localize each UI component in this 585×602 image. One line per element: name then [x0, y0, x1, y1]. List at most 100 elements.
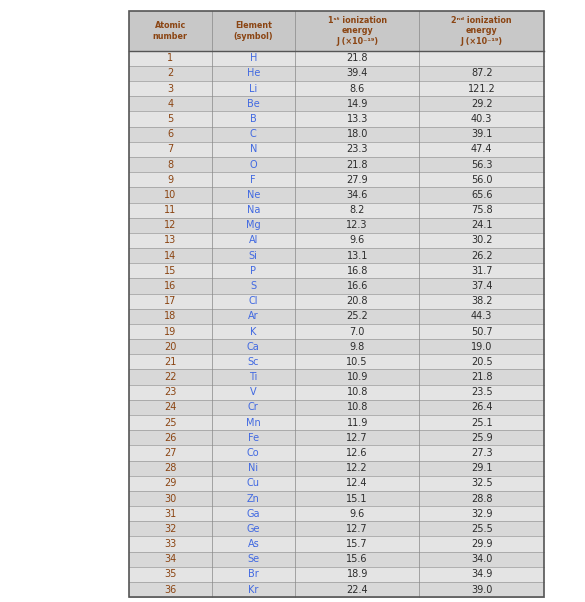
- Text: 13: 13: [164, 235, 176, 246]
- Text: 14.9: 14.9: [346, 99, 368, 109]
- Bar: [129, 157, 544, 172]
- Text: 12.3: 12.3: [346, 220, 368, 231]
- Text: 21.8: 21.8: [471, 372, 493, 382]
- Text: 15.6: 15.6: [346, 554, 368, 564]
- Text: Ca: Ca: [247, 342, 260, 352]
- Text: 25.9: 25.9: [471, 433, 493, 443]
- Text: 39.4: 39.4: [346, 69, 368, 78]
- Text: 47.4: 47.4: [471, 144, 493, 154]
- Bar: [129, 278, 544, 294]
- Text: 15.7: 15.7: [346, 539, 368, 549]
- Text: 12.4: 12.4: [346, 479, 368, 488]
- Text: 32.5: 32.5: [471, 479, 493, 488]
- Text: 12.2: 12.2: [346, 463, 368, 473]
- Text: 25.1: 25.1: [471, 418, 493, 427]
- Text: 23: 23: [164, 387, 177, 397]
- Bar: [129, 445, 544, 461]
- Text: 29.1: 29.1: [471, 463, 493, 473]
- Text: 7: 7: [167, 144, 173, 154]
- Text: 27.9: 27.9: [346, 175, 368, 185]
- Text: 34.6: 34.6: [346, 190, 368, 200]
- Bar: [129, 11, 544, 597]
- Text: 34.9: 34.9: [471, 569, 493, 579]
- Text: Li: Li: [249, 84, 257, 94]
- Bar: [129, 233, 544, 248]
- Text: Ni: Ni: [248, 463, 259, 473]
- Text: 27.3: 27.3: [471, 448, 493, 458]
- Text: P: P: [250, 266, 256, 276]
- Text: 6: 6: [167, 129, 173, 139]
- Text: C: C: [250, 129, 257, 139]
- Text: 8.2: 8.2: [349, 205, 365, 215]
- Text: 5: 5: [167, 114, 173, 124]
- Text: 1: 1: [167, 54, 173, 63]
- Text: Si: Si: [249, 250, 258, 261]
- Text: 29.2: 29.2: [471, 99, 493, 109]
- Text: Co: Co: [247, 448, 260, 458]
- Text: Zn: Zn: [247, 494, 260, 503]
- Text: 24: 24: [164, 402, 177, 412]
- Text: V: V: [250, 387, 257, 397]
- Bar: [129, 491, 544, 506]
- Text: 29: 29: [164, 479, 177, 488]
- Text: 16: 16: [164, 281, 176, 291]
- Text: 33: 33: [164, 539, 176, 549]
- Text: 22.4: 22.4: [346, 585, 368, 595]
- Text: 23.3: 23.3: [346, 144, 368, 154]
- Bar: [129, 324, 544, 339]
- Text: 26.4: 26.4: [471, 402, 493, 412]
- Text: 2ⁿᵈ ionization
energy
J (×10⁻¹⁹): 2ⁿᵈ ionization energy J (×10⁻¹⁹): [452, 16, 512, 46]
- Text: 15: 15: [164, 266, 177, 276]
- Text: 28: 28: [164, 463, 177, 473]
- Bar: [129, 51, 544, 66]
- Bar: [129, 461, 544, 476]
- Text: 19.0: 19.0: [471, 342, 493, 352]
- Text: 20.8: 20.8: [346, 296, 368, 306]
- Text: Kr: Kr: [248, 585, 259, 595]
- Bar: [129, 370, 544, 385]
- Text: 32.9: 32.9: [471, 509, 493, 519]
- Text: 10.9: 10.9: [346, 372, 368, 382]
- Bar: [129, 126, 544, 142]
- Text: 9.6: 9.6: [349, 235, 365, 246]
- Text: 18.9: 18.9: [346, 569, 368, 579]
- Text: Se: Se: [247, 554, 259, 564]
- Bar: [129, 339, 544, 355]
- Text: 1ˢᵗ ionization
energy
J (×10⁻¹⁹): 1ˢᵗ ionization energy J (×10⁻¹⁹): [328, 16, 387, 46]
- Text: 21.8: 21.8: [346, 54, 368, 63]
- Text: 40.3: 40.3: [471, 114, 493, 124]
- Text: 12.6: 12.6: [346, 448, 368, 458]
- Text: 25.5: 25.5: [471, 524, 493, 534]
- Bar: [129, 506, 544, 521]
- Text: Sc: Sc: [247, 357, 259, 367]
- Text: Mg: Mg: [246, 220, 261, 231]
- Text: 30: 30: [164, 494, 176, 503]
- Text: H: H: [250, 54, 257, 63]
- Text: Ge: Ge: [246, 524, 260, 534]
- Text: 11.9: 11.9: [346, 418, 368, 427]
- Text: Be: Be: [247, 99, 260, 109]
- Text: F: F: [250, 175, 256, 185]
- Text: 18.0: 18.0: [346, 129, 368, 139]
- Text: K: K: [250, 326, 256, 337]
- Text: 31: 31: [164, 509, 176, 519]
- Bar: [129, 172, 544, 187]
- Text: 34: 34: [164, 554, 176, 564]
- Bar: [129, 248, 544, 263]
- Text: Mn: Mn: [246, 418, 261, 427]
- Text: 26: 26: [164, 433, 177, 443]
- Text: 87.2: 87.2: [471, 69, 493, 78]
- Text: 37.4: 37.4: [471, 281, 493, 291]
- Bar: [129, 521, 544, 536]
- Bar: [129, 263, 544, 278]
- Text: Na: Na: [247, 205, 260, 215]
- Text: 25: 25: [164, 418, 177, 427]
- Bar: [129, 111, 544, 126]
- Text: 9.6: 9.6: [349, 509, 365, 519]
- Text: 9: 9: [167, 175, 173, 185]
- Text: Fe: Fe: [247, 433, 259, 443]
- Text: 56.3: 56.3: [471, 160, 493, 170]
- Bar: [129, 536, 544, 551]
- Text: Ga: Ga: [246, 509, 260, 519]
- Text: 44.3: 44.3: [471, 311, 493, 321]
